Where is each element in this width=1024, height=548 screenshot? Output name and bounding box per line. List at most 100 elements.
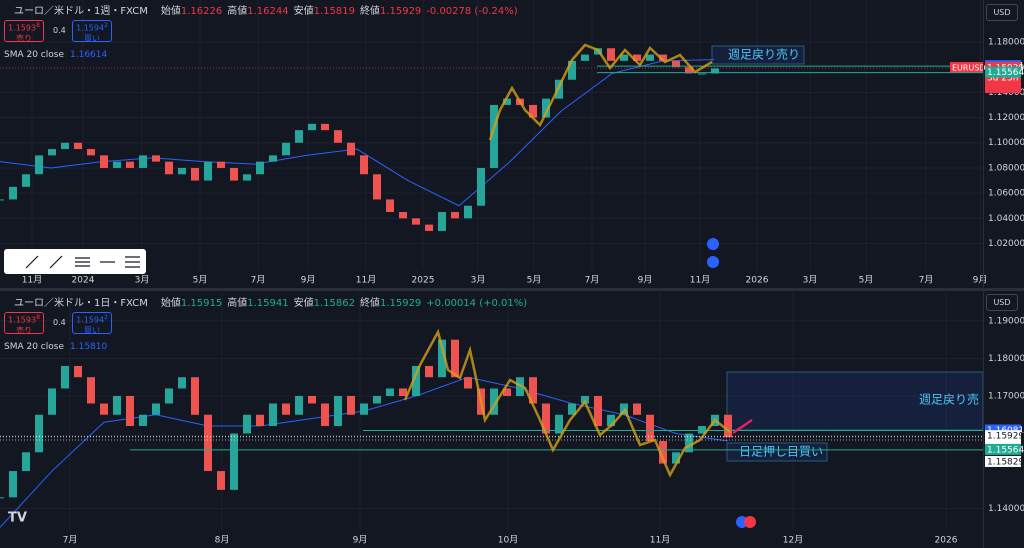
buy-sup: 2	[104, 22, 108, 29]
sma-line	[0, 59, 715, 207]
sma-value: 1.16614	[70, 50, 108, 60]
ohlc-value: 1.16226	[180, 6, 223, 17]
candle	[659, 54, 667, 61]
candle	[35, 155, 43, 175]
sell-price: 1.1593	[8, 23, 37, 33]
currency-button[interactable]: USD	[986, 294, 1018, 311]
spread: 0.4	[53, 26, 66, 35]
time-label: 12月	[783, 535, 803, 546]
time-label: 2026	[746, 276, 769, 286]
candle	[126, 395, 134, 427]
candle	[191, 377, 199, 415]
event-icon[interactable]	[707, 256, 719, 268]
ohlc-value: 1.16244	[247, 6, 289, 17]
annotation-text: 日足押し目買い	[739, 445, 823, 459]
time-label: 5月	[527, 275, 542, 286]
price-tick-label: 1.17000	[988, 391, 1024, 401]
toolbar-icons	[25, 255, 140, 269]
candle	[126, 161, 134, 168]
candle	[607, 414, 615, 427]
candle	[425, 224, 433, 231]
buy-button[interactable]: 1.15942 買い	[72, 20, 112, 43]
candle	[100, 403, 108, 415]
candle	[360, 155, 368, 175]
time-label: 10月	[498, 535, 518, 546]
candle	[464, 377, 472, 389]
price-tick-label: 1.18000	[988, 37, 1024, 47]
candle	[295, 130, 303, 143]
symbol-tag-bg	[950, 62, 983, 74]
candle	[243, 174, 251, 181]
candle	[61, 142, 69, 150]
candle	[256, 414, 264, 427]
panel: 1.180001.140001.120001.100001.080001.060…	[0, 0, 1024, 286]
candle	[412, 365, 420, 396]
spread: 0.4	[53, 318, 66, 327]
candle	[243, 414, 251, 434]
candle	[711, 68, 719, 74]
ohlc-value: 1.15929	[379, 298, 422, 309]
candle	[464, 205, 472, 219]
event-icon[interactable]	[707, 238, 719, 250]
time-label: 7月	[585, 275, 600, 286]
ohlc-label: 始値	[160, 298, 181, 309]
candle	[386, 388, 394, 396]
candle	[438, 212, 446, 231]
price-label: 1.15564	[987, 445, 1024, 455]
symbol: ユーロ／米ドル・1週・FXCM	[14, 6, 148, 17]
ohlc-label: 高値	[227, 298, 248, 309]
candle	[568, 60, 576, 80]
candle	[633, 403, 641, 415]
candle	[607, 48, 615, 61]
candle	[282, 142, 290, 156]
candle	[152, 403, 160, 415]
candle	[542, 403, 550, 434]
time-label: 2026	[935, 536, 958, 546]
candle	[672, 60, 680, 68]
ohlc-label: 安値	[293, 6, 314, 17]
currency-button[interactable]: USD	[986, 4, 1018, 21]
candle	[100, 155, 108, 168]
time-label: 8月	[215, 535, 230, 546]
buy-price: 1.1594	[76, 315, 105, 325]
event-icon[interactable]	[744, 516, 756, 528]
sma-label: SMA 20 close	[4, 50, 64, 60]
candle	[308, 123, 316, 131]
candle	[503, 98, 511, 105]
time-label: 3月	[471, 275, 486, 286]
sma-value: 1.15810	[70, 342, 108, 352]
buy-price: 1.1594	[76, 23, 105, 33]
candle	[48, 149, 56, 156]
price-tick-label: 1.10000	[988, 138, 1024, 148]
time-label: 3月	[803, 275, 818, 286]
buy-button[interactable]: 1.15942 買い	[72, 312, 112, 335]
candle	[269, 403, 277, 427]
candle	[74, 365, 82, 378]
buy-label: 買い	[84, 33, 100, 43]
candle	[360, 403, 368, 415]
candle	[490, 104, 498, 168]
sell-button[interactable]: 1.15938 売り	[4, 312, 44, 335]
ohlc-label: 始値	[160, 6, 181, 17]
candle	[204, 414, 212, 472]
zigzag-drawing	[403, 328, 731, 478]
candle	[178, 377, 186, 389]
sell-button[interactable]: 1.15938 売り	[4, 20, 44, 43]
candle	[633, 54, 641, 61]
time-label: 11月	[650, 535, 670, 546]
zigzag-drawing	[488, 43, 713, 141]
sma-legend: SMA 20 close 1.16614	[4, 50, 107, 60]
time-label: 7月	[919, 275, 934, 286]
candle	[9, 471, 17, 498]
ohlc-value: 1.15819	[313, 6, 355, 17]
sell-label: 売り	[16, 325, 32, 335]
buy-sup: 2	[104, 314, 108, 321]
sell-sup: 8	[36, 314, 40, 321]
candle	[620, 403, 628, 415]
time-label: 9月	[301, 275, 316, 286]
time-label: 7月	[63, 535, 78, 546]
logo: TV	[8, 511, 27, 526]
candle	[438, 339, 446, 378]
candle	[74, 142, 82, 150]
